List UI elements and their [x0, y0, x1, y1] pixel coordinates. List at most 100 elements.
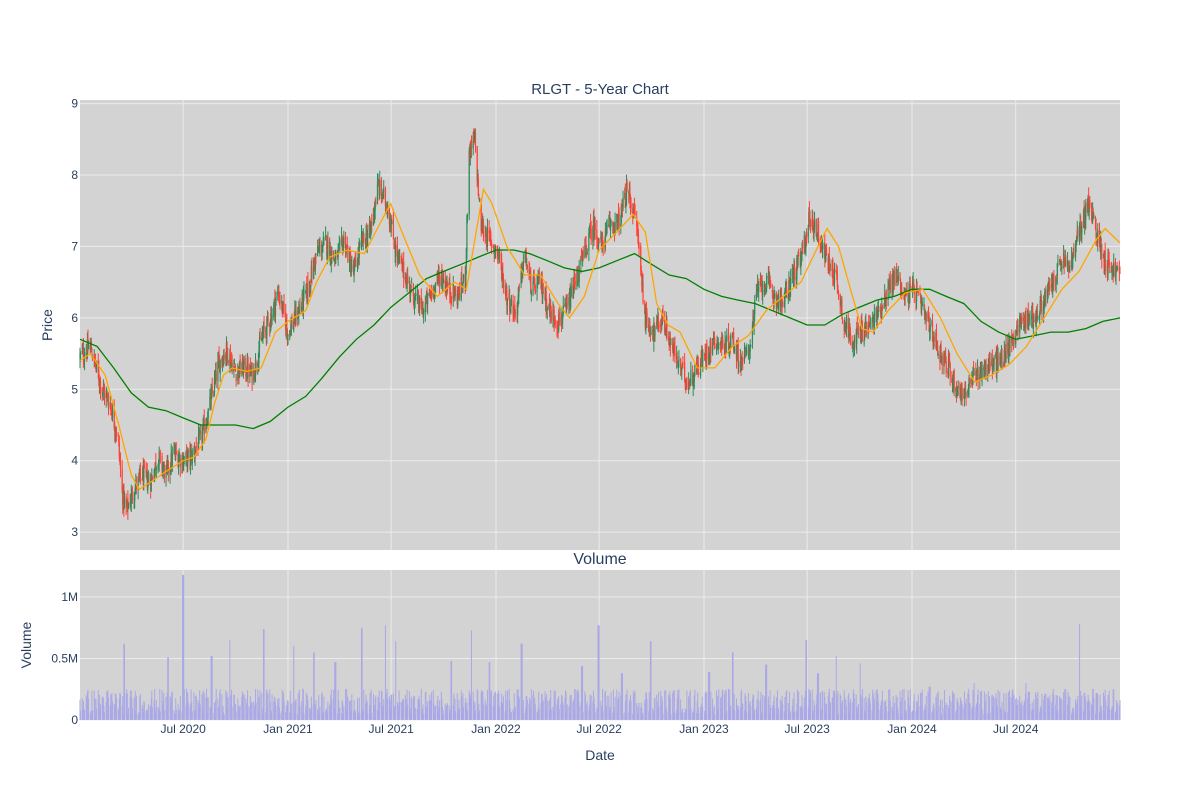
volume-bar	[135, 695, 137, 720]
volume-bar	[785, 692, 787, 720]
candlestick-body	[774, 294, 776, 297]
candlestick-body	[1004, 350, 1006, 358]
volume-bar	[981, 690, 983, 720]
volume-bar	[130, 690, 132, 720]
candlestick-body	[291, 320, 293, 329]
volume-bar	[1096, 692, 1098, 720]
volume-bar	[430, 700, 432, 720]
candlestick-body	[764, 284, 766, 287]
volume-bar	[1027, 697, 1029, 720]
candlestick-body	[223, 355, 225, 365]
volume-bar	[916, 706, 918, 720]
volume-bar	[178, 713, 180, 720]
volume-bar	[175, 698, 177, 720]
volume-bar	[122, 714, 124, 720]
candlestick-body	[681, 364, 683, 366]
candlestick-body	[1015, 335, 1017, 345]
volume-bar	[857, 713, 859, 720]
volume-bar	[977, 689, 979, 720]
volume-bar	[290, 704, 292, 720]
volume-bar	[644, 703, 646, 720]
volume-bar	[920, 693, 922, 720]
volume-bar	[826, 703, 828, 720]
candlestick-body	[919, 293, 922, 297]
candlestick-body	[314, 254, 316, 270]
candlestick-body	[536, 282, 538, 293]
candlestick-body	[311, 267, 313, 278]
volume-bar	[301, 701, 303, 720]
volume-bar	[576, 690, 578, 720]
volume-bar	[999, 707, 1001, 720]
candlestick-body	[742, 360, 744, 362]
volume-bar	[134, 690, 136, 720]
candlestick-body	[929, 324, 931, 332]
candlestick-body	[867, 325, 869, 338]
volume-bar	[1028, 692, 1030, 720]
volume-bar	[684, 708, 686, 720]
candlestick-body	[241, 370, 243, 373]
candlestick-body	[427, 292, 429, 305]
candlestick-body	[669, 337, 671, 348]
candlestick-body	[979, 374, 981, 381]
volume-bar	[913, 700, 915, 720]
volume-bar	[638, 703, 640, 720]
volume-bar	[749, 700, 751, 720]
candlestick-body	[1057, 261, 1059, 263]
candlestick-body	[353, 265, 355, 276]
volume-bar	[660, 691, 662, 720]
candlestick-body	[574, 281, 576, 285]
volume-bar	[329, 705, 331, 720]
volume-bar	[1059, 696, 1061, 720]
volume-bar	[416, 709, 418, 720]
volume-bar	[102, 699, 104, 720]
candlestick-body	[446, 283, 449, 289]
volume-bar	[434, 706, 436, 720]
volume-bar	[1039, 711, 1041, 720]
volume-bar	[726, 710, 728, 720]
candlestick-body	[725, 342, 727, 353]
volume-bar	[89, 713, 91, 720]
candlestick-body	[1107, 254, 1109, 274]
candlestick-body	[205, 425, 207, 433]
volume-bar	[518, 696, 520, 720]
volume-bar	[795, 710, 797, 720]
volume-bar	[1107, 695, 1109, 720]
volume-bar	[630, 700, 632, 720]
candlestick-body	[395, 245, 397, 257]
candlestick-body	[143, 466, 145, 468]
volume-bar	[394, 706, 396, 720]
volume-bar	[552, 706, 554, 720]
volume-bar	[335, 662, 337, 720]
candlestick-body	[542, 293, 544, 299]
volume-bar	[969, 703, 971, 720]
volume-bar	[921, 689, 923, 720]
candlestick-body	[650, 332, 652, 336]
candlestick-body	[1053, 273, 1055, 283]
candlestick-body	[327, 240, 329, 255]
volume-bar	[760, 691, 762, 720]
volume-bar	[792, 698, 794, 720]
candlestick-body	[851, 342, 853, 346]
volume-bar	[278, 707, 280, 720]
volume-bar	[469, 693, 471, 720]
candlestick-body	[89, 344, 91, 350]
volume-bar	[702, 706, 704, 720]
volume-bar	[1004, 712, 1006, 720]
volume-bar	[470, 694, 472, 720]
volume-bar	[642, 712, 644, 720]
volume-bar	[746, 712, 748, 720]
volume-bar	[142, 708, 144, 720]
candlestick-body	[963, 395, 966, 400]
volume-bar	[357, 713, 359, 720]
volume-bar	[150, 706, 152, 720]
volume-bar	[1105, 700, 1107, 720]
volume-bar	[660, 704, 662, 720]
volume-bar	[881, 700, 883, 720]
volume-bar	[505, 710, 507, 720]
volume-bar	[665, 707, 667, 720]
candlestick-body	[383, 189, 385, 191]
volume-bar	[421, 711, 423, 720]
candlestick-body	[645, 309, 647, 331]
candlestick-body	[782, 305, 784, 307]
